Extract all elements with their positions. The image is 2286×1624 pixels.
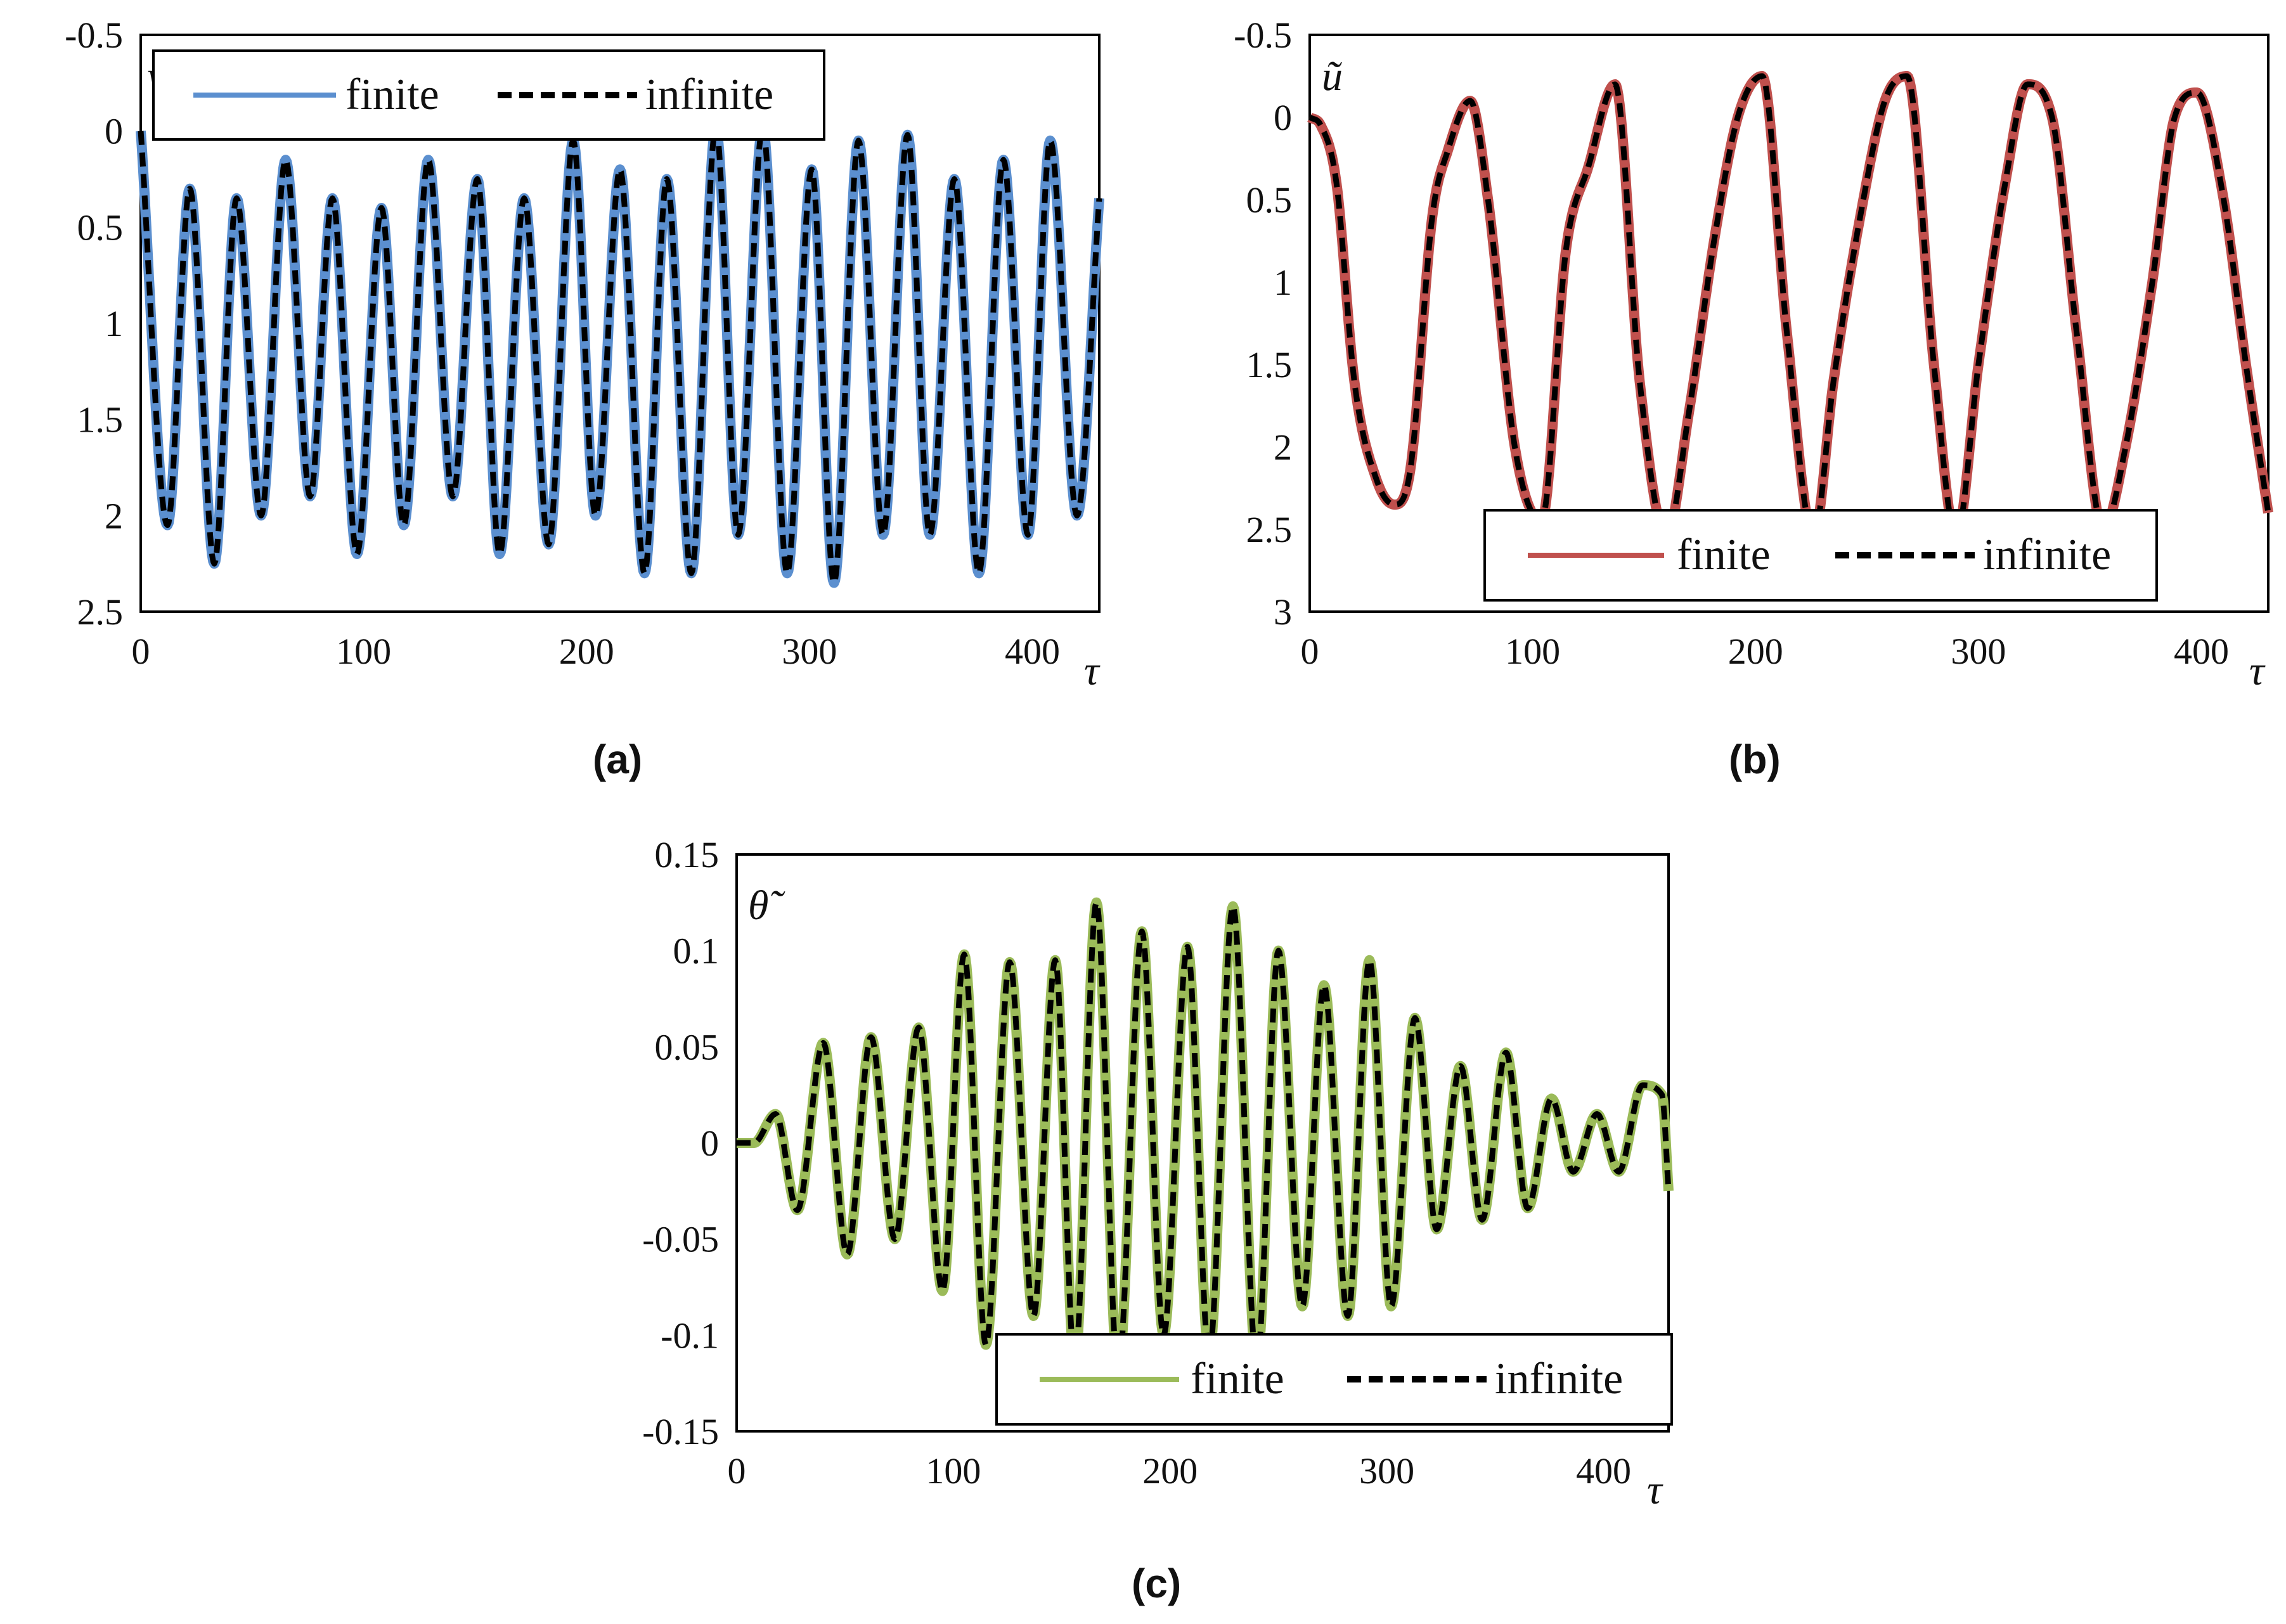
y-tick-label: -0.5 [65, 15, 123, 56]
y-tick-label: 0.05 [655, 1026, 720, 1067]
x-tick-labels-b: 0 100 200 300 400 [1301, 631, 2230, 672]
x-tick-label: 0 [1301, 631, 1319, 672]
y-tick-label: -0.5 [1234, 15, 1292, 56]
legend-label-finite-b: finite [1677, 531, 1771, 579]
y-tick-labels-a: -0.5 0 0.5 1 1.5 2 2.5 [65, 15, 123, 633]
y-axis-symbol-b: ũ [1322, 53, 1343, 100]
y-tick-label: 1.5 [77, 399, 124, 441]
legend-b: finite infinite [1483, 509, 2158, 602]
y-tick-label: -0.15 [642, 1411, 719, 1452]
x-axis-symbol-a: τ [1084, 648, 1101, 694]
panel-c: 0.15 0.1 0.05 0 -0.05 -0.1 -0.15 0 100 200 300 400… [642, 834, 1674, 1606]
plot-frame-a [139, 34, 1101, 613]
y-tick-label: 3 [1274, 591, 1292, 633]
x-tick-label: 300 [1951, 631, 2006, 672]
y-tick-label: 2 [1274, 427, 1292, 468]
y-tick-label: 0.5 [1246, 179, 1293, 221]
x-axis-symbol-b: τ [2249, 648, 2266, 694]
x-tick-label: 400 [1005, 631, 1060, 672]
series-line-finite [1305, 71, 2273, 543]
caption-b: (b) [1729, 737, 1781, 782]
legend-label-infinite-b: infinite [1983, 531, 2111, 579]
series-a [136, 122, 1104, 588]
x-axis-symbol-c: τ [1647, 1467, 1663, 1513]
x-tick-label: 0 [728, 1450, 746, 1492]
y-tick-label: 2 [105, 495, 123, 536]
legend-label-finite-c: finite [1191, 1355, 1284, 1403]
series-c [732, 897, 1674, 1379]
y-tick-label: -0.1 [661, 1315, 719, 1356]
y-tick-label: -0.05 [642, 1219, 719, 1260]
caption-a: (a) [593, 737, 642, 782]
y-tick-label: 1 [105, 303, 123, 344]
y-tick-label: 2.5 [77, 591, 124, 633]
y-tick-label: 1 [1274, 262, 1292, 303]
x-tick-label: 400 [1576, 1450, 1631, 1492]
x-tick-label: 0 [132, 631, 150, 672]
x-tick-labels-c: 0 100 200 300 400 [728, 1450, 1631, 1492]
y-axis-symbol-c: θ̃ [748, 882, 785, 929]
y-tick-label: 0 [701, 1123, 719, 1164]
x-tick-labels-a: 0 100 200 300 400 [132, 631, 1061, 672]
legend-label-finite-a: finite [345, 70, 439, 119]
x-tick-label: 100 [1505, 631, 1560, 672]
x-tick-label: 300 [1359, 1450, 1414, 1492]
x-tick-label: 200 [1142, 1450, 1198, 1492]
series-line-infinite [138, 124, 1102, 586]
caption-c: (c) [1132, 1561, 1181, 1606]
x-tick-label: 200 [1728, 631, 1783, 672]
legend-a: finite infinite [152, 49, 825, 141]
y-tick-label: 0 [1274, 97, 1292, 138]
y-tick-label: 0.1 [673, 931, 720, 972]
y-tick-label: 0.15 [655, 834, 720, 875]
x-tick-label: 400 [2174, 631, 2229, 672]
x-tick-label: 200 [559, 631, 614, 672]
series-b [1305, 71, 2273, 543]
legend-label-infinite-c: infinite [1495, 1355, 1623, 1403]
series-line-infinite [735, 899, 1672, 1377]
x-tick-label: 100 [926, 1450, 981, 1492]
y-tick-labels-b: -0.5 0 0.5 1 1.5 2 2.5 3 [1234, 15, 1292, 633]
y-tick-label: 0.5 [77, 207, 124, 248]
legend-label-infinite-a: infinite [645, 70, 773, 119]
panel-b: -0.5 0 0.5 1 1.5 2 2.5 3 0 100 200 300 400 ũ τ fini… [1234, 15, 2273, 782]
legend-c: finite infinite [995, 1333, 1673, 1426]
x-tick-label: 300 [782, 631, 837, 672]
y-tick-label: 0 [105, 111, 123, 152]
y-tick-labels-c: 0.15 0.1 0.05 0 -0.05 -0.1 -0.15 [642, 834, 719, 1452]
y-tick-label: 2.5 [1246, 509, 1293, 550]
x-tick-label: 100 [336, 631, 391, 672]
y-tick-label: 1.5 [1246, 344, 1293, 385]
plot-frame-b [1308, 34, 2270, 613]
